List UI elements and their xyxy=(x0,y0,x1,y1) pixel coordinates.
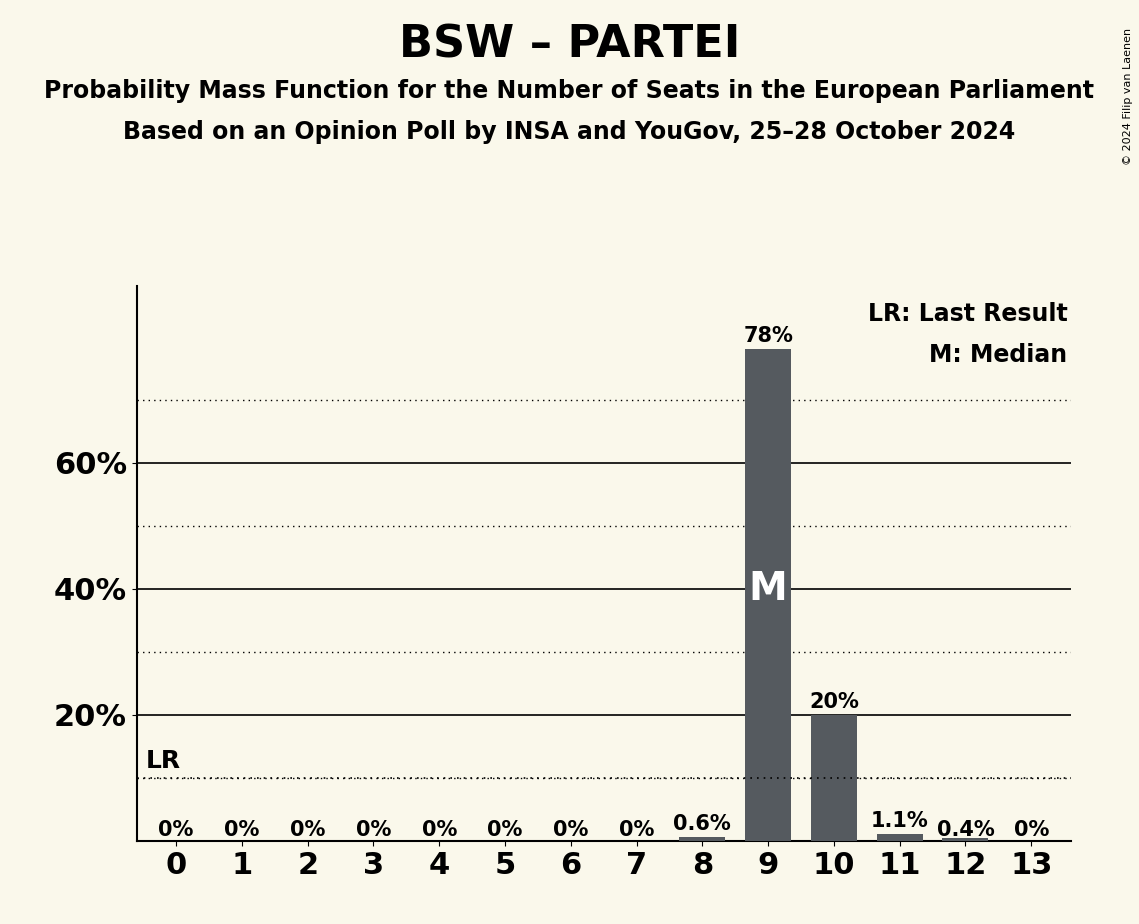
Text: 0.4%: 0.4% xyxy=(936,820,994,840)
Text: 0%: 0% xyxy=(554,820,589,840)
Bar xyxy=(745,349,792,841)
Text: © 2024 Filip van Laenen: © 2024 Filip van Laenen xyxy=(1123,28,1133,164)
Text: Probability Mass Function for the Number of Seats in the European Parliament: Probability Mass Function for the Number… xyxy=(44,79,1095,103)
Text: 0%: 0% xyxy=(290,820,326,840)
Text: 0%: 0% xyxy=(224,820,260,840)
Text: M: M xyxy=(748,570,787,608)
Text: 0%: 0% xyxy=(421,820,457,840)
Bar xyxy=(679,837,726,841)
Bar xyxy=(877,833,923,841)
Text: LR: Last Result: LR: Last Result xyxy=(868,302,1067,326)
Text: M: Median: M: Median xyxy=(929,343,1067,367)
Text: 1.1%: 1.1% xyxy=(871,810,928,831)
Text: 0%: 0% xyxy=(1014,820,1049,840)
Bar xyxy=(942,838,989,841)
Text: BSW – PARTEI: BSW – PARTEI xyxy=(399,23,740,67)
Text: 0%: 0% xyxy=(355,820,391,840)
Text: 0.6%: 0.6% xyxy=(673,814,731,833)
Text: 78%: 78% xyxy=(743,326,793,346)
Bar xyxy=(811,715,857,841)
Text: Based on an Opinion Poll by INSA and YouGov, 25–28 October 2024: Based on an Opinion Poll by INSA and You… xyxy=(123,120,1016,144)
Text: 0%: 0% xyxy=(158,820,194,840)
Text: 0%: 0% xyxy=(618,820,654,840)
Text: 20%: 20% xyxy=(809,692,859,711)
Text: 0%: 0% xyxy=(487,820,523,840)
Text: LR: LR xyxy=(146,749,181,773)
